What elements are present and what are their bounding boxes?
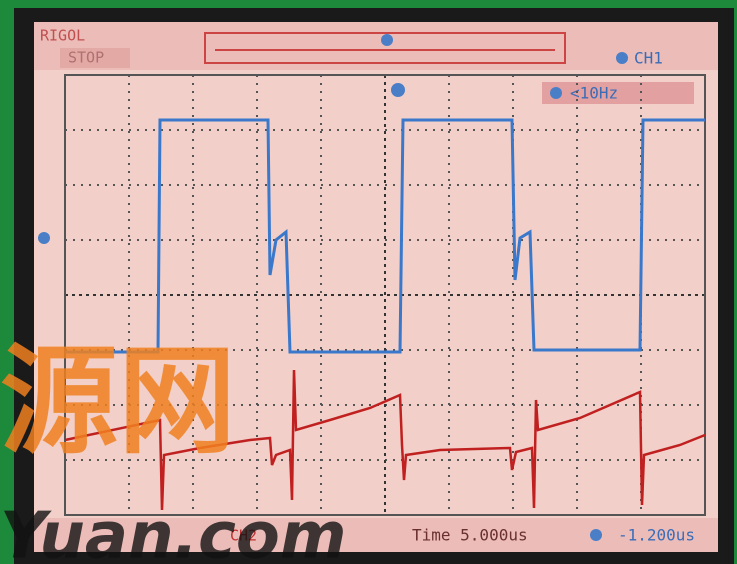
frequency-icon: [550, 87, 562, 99]
page: RIGOL STOP CH1 <10Hz CH2 Time 5.000us -1…: [0, 0, 737, 564]
trigger-offset: -1.200us: [618, 526, 695, 545]
watermark-chinese: 源网: [0, 332, 236, 470]
ch1-marker: [38, 232, 50, 244]
brand: RIGOL: [40, 27, 85, 45]
offset-icon: [590, 529, 602, 541]
trigger-channel: CH1: [634, 49, 663, 68]
watermark-latin: Yuan.com: [0, 500, 347, 564]
timebase: Time 5.000us: [412, 526, 528, 545]
status: STOP: [68, 49, 104, 67]
trigger-marker: [391, 83, 405, 97]
trigger-icon: [616, 52, 628, 64]
trigger-position-icon: [381, 34, 393, 46]
oscilloscope-photo: RIGOL STOP CH1 <10Hz CH2 Time 5.000us -1…: [0, 0, 737, 564]
